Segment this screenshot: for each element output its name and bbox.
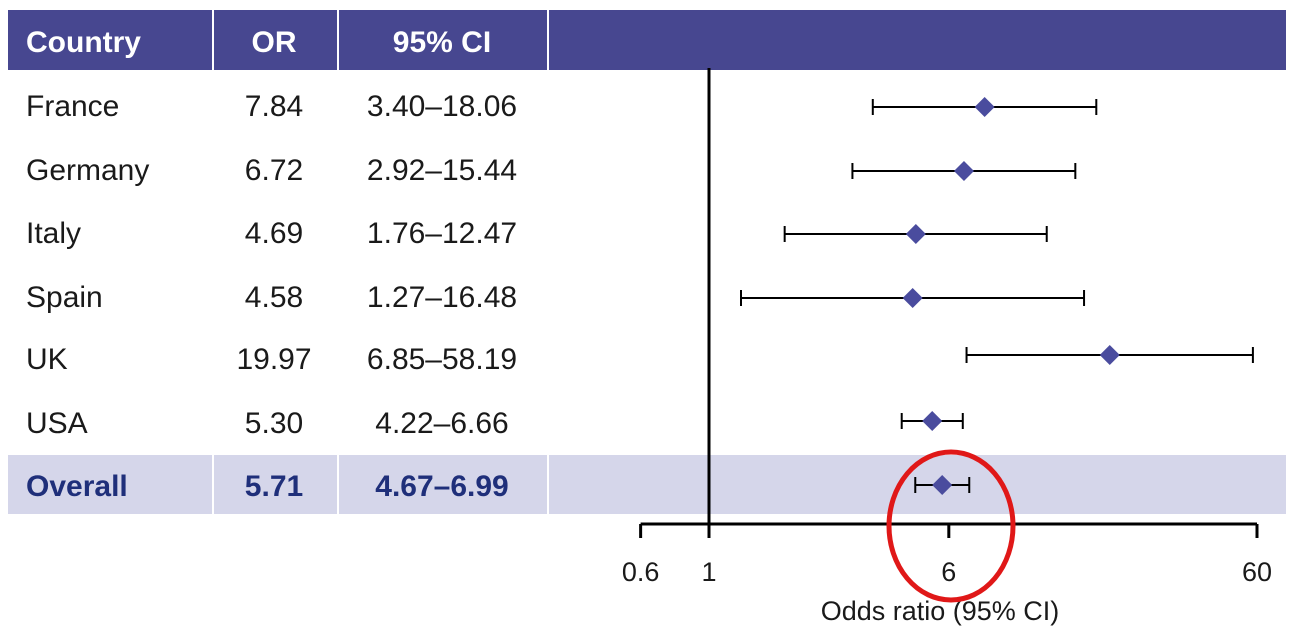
estimate-marker [922, 411, 943, 431]
x-tick-label: 60 [1242, 557, 1272, 587]
header-bar [8, 10, 1286, 70]
row-ci: 6.85–58.19 [367, 343, 517, 376]
x-tick-label: 6 [941, 557, 956, 587]
x-tick-label: 0.6 [622, 557, 660, 587]
row-country: Italy [26, 217, 81, 250]
header-or: OR [252, 26, 297, 59]
x-axis [639, 68, 1259, 538]
header-country: Country [26, 26, 141, 59]
estimate-marker [902, 288, 923, 308]
plot-marks [739, 97, 1254, 495]
highlight-circle [886, 449, 1016, 603]
estimate-marker [1099, 345, 1120, 365]
overall-row-bg [8, 455, 1286, 514]
x-tick-labels: 0.6 1 6 60 [622, 557, 1272, 587]
estimate-marker [974, 97, 995, 117]
row-ci: 3.40–18.06 [367, 90, 517, 123]
row-country: USA [26, 407, 88, 440]
row-or: 4.69 [245, 217, 303, 250]
row-country: UK [26, 343, 68, 376]
row-or: 7.84 [245, 90, 303, 123]
row-ci: 4.22–6.66 [375, 407, 508, 440]
overall-country: Overall [26, 470, 128, 503]
estimate-marker [905, 224, 926, 244]
header-ci: 95% CI [393, 26, 491, 59]
row-ci: 1.27–16.48 [367, 281, 517, 314]
row-or: 6.72 [245, 154, 303, 187]
row-country: Spain [26, 281, 103, 314]
row-ci: 2.92–15.44 [367, 154, 517, 187]
row-or: 4.58 [245, 281, 303, 314]
row-ci: 1.76–12.47 [367, 217, 517, 250]
row-or: 5.30 [245, 407, 303, 440]
overall-ci: 4.67–6.99 [375, 470, 508, 503]
estimate-marker [953, 161, 974, 181]
overall-or: 5.71 [245, 470, 303, 503]
row-country: France [26, 90, 119, 123]
estimate-marker [932, 475, 953, 495]
row-or: 19.97 [236, 343, 311, 376]
row-country: Germany [26, 154, 149, 187]
x-tick-label: 1 [701, 557, 716, 587]
